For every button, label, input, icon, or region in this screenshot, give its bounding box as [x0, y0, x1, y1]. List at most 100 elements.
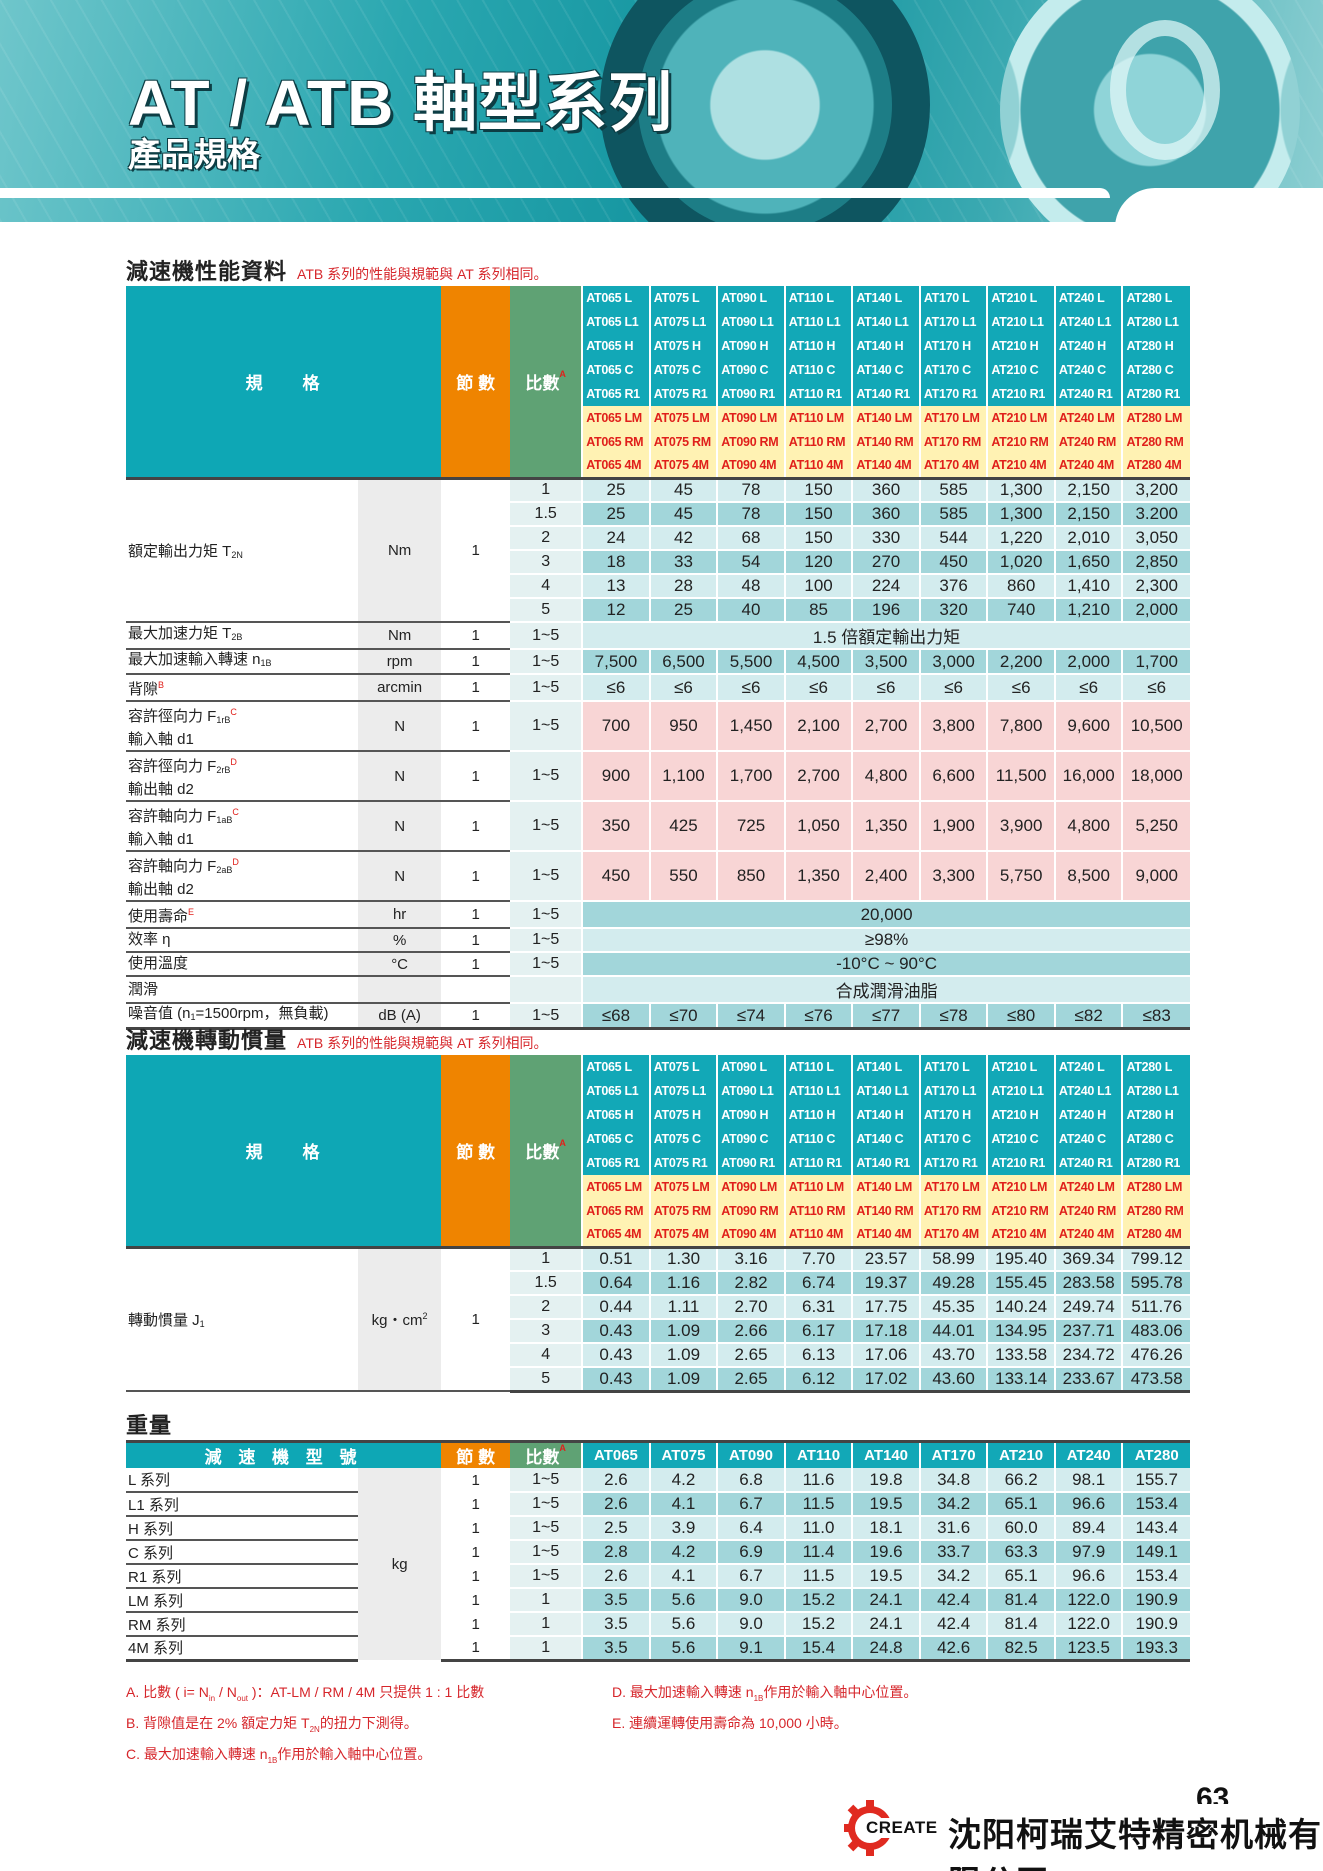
performance-row: 使用溫度 °C 1 1~5 -10°C ~ 90°C	[126, 952, 1190, 977]
value-cell: 40	[716, 598, 785, 623]
value-cell: 153.4	[1121, 1492, 1190, 1517]
value-cell: 1,050	[783, 801, 853, 852]
performance-row: 容許軸向力 F2aBD 輸出軸 d2 N 1 1~5 450 550 850 1,350 2,40…	[126, 851, 1190, 902]
value-cell: 78	[716, 476, 785, 503]
value-cell: 54	[716, 550, 785, 575]
model-header-cell: AT210 L	[986, 1055, 1055, 1079]
performance-title: 減速機性能資料	[126, 259, 288, 284]
model-header-cell: AT240 RM	[1053, 1199, 1123, 1223]
model-header-cell: AT210 R1	[986, 382, 1055, 406]
value-cell: ≤80	[986, 1003, 1055, 1030]
stage-cell: 1	[441, 1516, 511, 1540]
model-header-row: AT065 LM AT075 LM AT090 LM AT110 LM AT140 LM…	[126, 406, 1190, 430]
value-cell: 12	[581, 598, 650, 623]
value-cell: 96.6	[1053, 1564, 1123, 1589]
value-cell: 122.0	[1053, 1612, 1123, 1637]
value-cell: 740	[986, 598, 1055, 623]
value-cell: 34.2	[918, 1492, 988, 1517]
model-header-row: AT065 RM AT075 RM AT090 RM AT110 RM AT140 RM…	[126, 430, 1190, 454]
value-cell: 1,350	[851, 801, 920, 852]
spec-header: 規 格	[126, 1055, 442, 1247]
value-cell: 1.30	[648, 1245, 718, 1272]
value-cell: 6.4	[716, 1516, 785, 1541]
value-cell: 1,300	[986, 502, 1055, 527]
model-header-cell: AT090 R1	[716, 382, 785, 406]
value-cell: 63.3	[986, 1540, 1055, 1565]
inertia-title: 減速機轉動慣量	[126, 1028, 288, 1053]
value-cell: 100	[783, 574, 853, 599]
model-header-cell: AT075 4M	[648, 1223, 718, 1247]
model-header-row: AT065 H AT075 H AT090 H AT110 H AT140 H AT170…	[126, 1103, 1190, 1127]
model-header-cell: AT140 R1	[851, 382, 920, 406]
value-cell: 16,000	[1053, 751, 1123, 802]
value-cell: 2.66	[716, 1319, 785, 1344]
value-cell: 799.12	[1121, 1245, 1190, 1272]
model-header-row: AT065 4M AT075 4M AT090 4M AT110 4M AT140 4M…	[126, 454, 1190, 478]
value-cell: 6,600	[918, 751, 988, 802]
value-cell: 0.43	[581, 1319, 650, 1344]
value-cell: 33	[648, 550, 718, 575]
value-cell: 6.74	[783, 1271, 853, 1296]
value-cell: ≤6	[851, 674, 920, 702]
value-cell: 3.9	[648, 1516, 718, 1541]
unit-cell: hr	[358, 901, 442, 929]
value-cell: 23.57	[851, 1245, 920, 1272]
inertia-label: 轉動慣量 J1	[126, 1245, 359, 1392]
model-header-cell: AT110 RM	[783, 430, 853, 454]
model-header-cell: AT240 4M	[1053, 454, 1123, 478]
value-cell: 133.14	[986, 1367, 1055, 1393]
value-cell: 155.45	[986, 1271, 1055, 1296]
model-header-cell: AT140 RM	[851, 1199, 920, 1223]
weight-header-row: 減 速 機 型 號節 數比數A AT065 AT075 AT090 AT110 AT140…	[126, 1440, 1190, 1468]
model-header-cell: AT210 RM	[986, 430, 1055, 454]
model-header-cell: AT140 H	[851, 334, 920, 358]
value-cell: 5.6	[648, 1636, 718, 1662]
value-cell: 7,500	[581, 649, 650, 675]
value-cell: 42.4	[918, 1612, 988, 1637]
inertia-section-title: 減速機轉動慣量 ATB 系列的性能與規範與 AT 系列相同。	[126, 1023, 547, 1055]
value-cell: 2,700	[783, 751, 853, 802]
weight-table: 減 速 機 型 號節 數比數A AT065 AT075 AT090 AT110 AT140…	[126, 1440, 1190, 1662]
value-cell: 3.5	[581, 1612, 650, 1637]
value-cell: 150	[783, 476, 853, 503]
model-header-cell: AT090 4M	[716, 1223, 785, 1247]
value-cell: 2.5	[581, 1516, 650, 1541]
model-header-cell: AT170 H	[918, 334, 988, 358]
model-header-cell: AT110 RM	[783, 1199, 853, 1223]
value-cell: 3,050	[1121, 526, 1190, 551]
value-cell: 360	[851, 502, 920, 527]
value-cell: 1,700	[1121, 649, 1190, 675]
spec-label: 容許徑向力 F2rBD 輸出軸 d2	[126, 751, 359, 802]
model-header-cell: AT065 L1	[581, 1079, 650, 1103]
value-cell: 66.2	[986, 1468, 1055, 1493]
value-cell: 330	[851, 526, 920, 551]
value-cell: 2,400	[851, 851, 920, 902]
value-cell: 249.74	[1053, 1295, 1123, 1320]
model-header-cell: AT090 L1	[716, 1079, 785, 1103]
value-cell: 10,500	[1121, 701, 1190, 752]
ratio-cell: 3	[510, 550, 583, 575]
model-header-cell: AT210 H	[986, 334, 1055, 358]
model-header-row: AT065 C AT075 C AT090 C AT110 C AT140 C AT170…	[126, 1127, 1190, 1151]
value-cell: 2,850	[1121, 550, 1190, 575]
stage-cell: 1	[441, 476, 511, 623]
series-label: 4M 系列	[126, 1636, 359, 1662]
model-header-cell: AT170 LM	[918, 406, 988, 430]
value-cell: 860	[986, 574, 1055, 599]
model-header-row: AT065 C AT075 C AT090 C AT110 C AT140 C AT170…	[126, 358, 1190, 382]
value-cell: 3.16	[716, 1245, 785, 1272]
value-cell: 44.01	[918, 1319, 988, 1344]
value-cell: 0.64	[581, 1271, 650, 1296]
unit-cell: dB (A)	[358, 1003, 442, 1030]
model-header-cell: AT280 LM	[1121, 406, 1190, 430]
model-header-cell: AT090 C	[716, 358, 785, 382]
weight-row: C 系列 1 1~5 2.8 4.2 6.9 11.4 19.6 33.7 63.3 97.9 149…	[126, 1540, 1190, 1565]
model-header-cell: AT210 H	[986, 1103, 1055, 1127]
value-cell: 11.4	[783, 1540, 853, 1565]
value-cell: 18.1	[851, 1516, 920, 1541]
model-header-cell: AT065	[581, 1440, 650, 1468]
model-header-cell: AT075 C	[648, 1127, 718, 1151]
value-cell: 4,500	[783, 649, 853, 675]
model-header-cell: AT240 LM	[1053, 406, 1123, 430]
ratio-cell: 1~5	[510, 851, 583, 902]
